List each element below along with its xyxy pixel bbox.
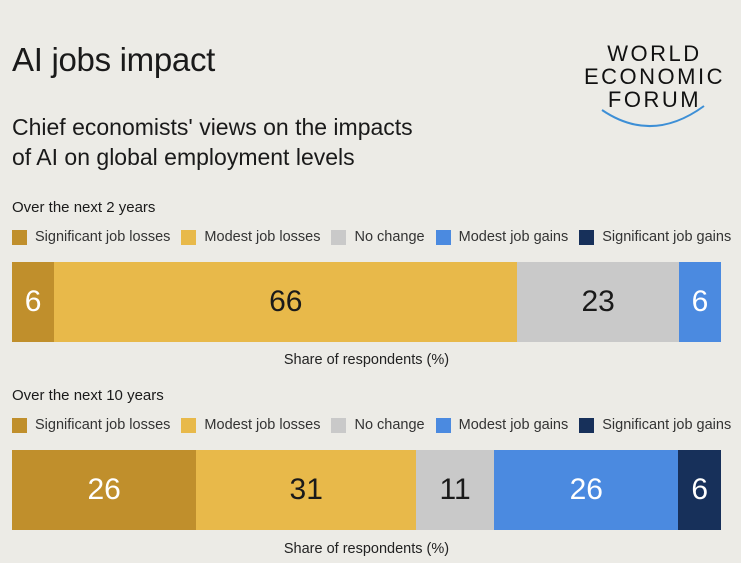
legend-label: Modest job losses (204, 229, 321, 245)
legend-swatch (331, 229, 347, 245)
bar-segment: 6 (678, 450, 721, 530)
logo-line-2: ECONOMIC (584, 64, 725, 89)
legend-swatch (181, 417, 197, 433)
legend-item: Modest job gains (435, 417, 569, 433)
legend-swatch (579, 229, 595, 245)
legend-label: Significant job losses (35, 417, 171, 433)
legend-item: No change (331, 417, 425, 433)
chart-10yr-bar: 26 31 11 26 6 (12, 450, 721, 530)
legend-label: No change (354, 417, 425, 433)
legend-swatch (435, 229, 451, 245)
legend-swatch (181, 229, 197, 245)
data-label: 6 (691, 473, 709, 506)
legend-swatch (579, 417, 595, 433)
chart-10yr-legend: Significant job losses Modest job losses N… (12, 416, 731, 434)
chart-10yr-title: Over the next 10 years (12, 387, 164, 404)
chart-2yr-xlabel: Share of respondents (%) (283, 352, 450, 368)
legend-label: Significant job losses (35, 229, 171, 245)
legend-item: Modest job losses (181, 229, 320, 245)
data-label: 31 (289, 473, 323, 506)
legend-swatch (435, 417, 451, 433)
chart-10yr-xlabel: Share of respondents (%) (283, 541, 450, 557)
data-label: 66 (269, 285, 303, 318)
legend-item: Significant job losses (12, 229, 170, 245)
legend-item: Modest job losses (181, 417, 320, 433)
bar-segment: 31 (196, 450, 417, 530)
chart-2yr-legend: Significant job losses Modest job losses N… (12, 228, 731, 246)
bar-segment: 66 (54, 262, 518, 342)
data-label: 23 (581, 285, 615, 318)
bar-segment: 11 (416, 450, 495, 530)
legend-item: No change (331, 229, 425, 245)
chart-2yr-title: Over the next 2 years (12, 199, 156, 216)
legend-label: Modest job gains (458, 229, 569, 245)
data-label: 11 (439, 473, 471, 506)
legend-label: Significant job gains (602, 417, 732, 433)
legend-label: Modest job losses (204, 417, 321, 433)
legend-label: Modest job gains (458, 417, 569, 433)
legend-item: Modest job gains (435, 229, 569, 245)
bar-segment: 6 (12, 262, 55, 342)
subtitle-line-2: of AI on global employment levels (12, 144, 355, 170)
legend-item: Significant job losses (12, 417, 170, 433)
bar-segment: 26 (494, 450, 679, 530)
data-label: 6 (24, 285, 42, 318)
chart-title: AI jobs impact (12, 41, 216, 78)
chart-2yr-bar: 6 66 23 6 (12, 262, 721, 342)
bar-segment: 6 (678, 262, 721, 342)
data-label: 26 (569, 473, 603, 506)
legend-swatch (331, 417, 347, 433)
logo-line-1: WORLD (607, 41, 702, 66)
bar-segment: 23 (517, 262, 679, 342)
bar-segment: 26 (12, 450, 197, 530)
wef-logo: WORLD ECONOMIC FORUM (582, 40, 727, 132)
logo-arc-icon (601, 105, 705, 128)
subtitle-line-1: Chief economists' views on the impacts (12, 114, 413, 140)
data-label: 26 (87, 473, 121, 506)
legend-swatch (12, 417, 27, 433)
data-label: 6 (691, 285, 709, 318)
chart-subtitle: Chief economists' views on the impacts o… (12, 112, 532, 172)
legend-swatch (12, 229, 27, 245)
legend-label: No change (354, 229, 425, 245)
legend-item: Significant job gains (579, 417, 731, 433)
legend-item: Significant job gains (579, 229, 731, 245)
legend-label: Significant job gains (602, 229, 732, 245)
logo-line-3: FORUM (607, 87, 702, 112)
